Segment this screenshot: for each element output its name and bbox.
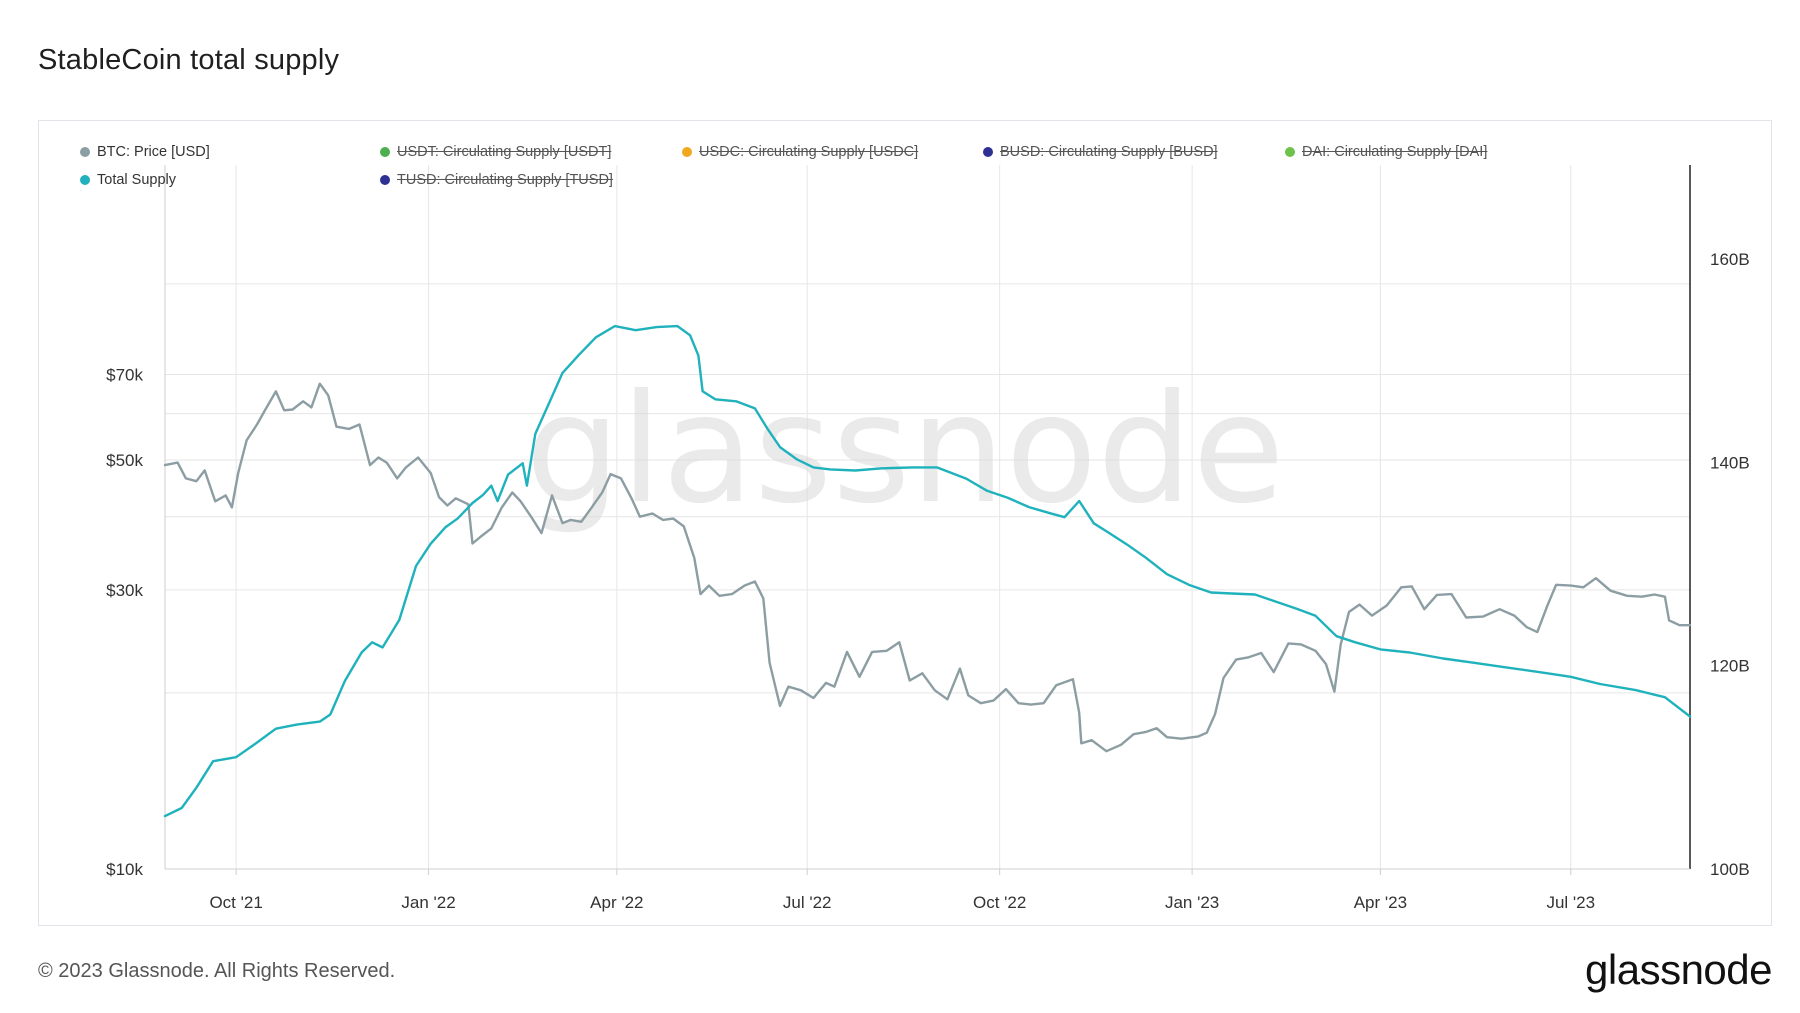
y-left-tick-label: $50k bbox=[106, 451, 143, 470]
x-tick-label: Jan '22 bbox=[401, 893, 455, 912]
legend-color-dot-icon bbox=[80, 175, 90, 185]
legend-label: TUSD: Circulating Supply [TUSD] bbox=[397, 172, 613, 188]
legend-label: BTC: Price [USD] bbox=[97, 144, 210, 160]
legend-label: USDT: Circulating Supply [USDT] bbox=[397, 144, 612, 160]
y-right-tick-label: 160B bbox=[1710, 250, 1750, 269]
legend-item[interactable]: DAI: Circulating Supply [DAI] bbox=[1285, 144, 1487, 160]
glassnode-logo: glassnode bbox=[1585, 946, 1772, 993]
legend-color-dot-icon bbox=[1285, 147, 1295, 157]
legend-item[interactable]: Total Supply bbox=[80, 172, 176, 188]
legend-item[interactable]: BUSD: Circulating Supply [BUSD] bbox=[983, 144, 1218, 160]
x-tick-label: Jul '22 bbox=[783, 893, 832, 912]
legend-item[interactable]: USDT: Circulating Supply [USDT] bbox=[380, 144, 611, 160]
legend-label: USDC: Circulating Supply [USDC] bbox=[699, 144, 919, 160]
series-line-total-supply bbox=[163, 324, 1692, 818]
copyright-text: © 2023 Glassnode. All Rights Reserved. bbox=[38, 960, 396, 982]
x-tick-label: Oct '22 bbox=[973, 893, 1026, 912]
series-group bbox=[163, 324, 1692, 818]
legend-color-dot-icon bbox=[80, 147, 90, 157]
legend-label: Total Supply bbox=[97, 172, 176, 188]
x-tick-label: Jul '23 bbox=[1546, 893, 1595, 912]
legend-color-dot-icon bbox=[380, 175, 390, 185]
y-left-tick-label: $30k bbox=[106, 581, 143, 600]
legend-item[interactable]: USDC: Circulating Supply [USDC] bbox=[682, 144, 918, 160]
legend-item[interactable]: BTC: Price [USD] bbox=[80, 144, 210, 160]
y-left-tick-label: $10k bbox=[106, 860, 143, 879]
legend: BTC: Price [USD] USDT: Circulating Supply… bbox=[80, 144, 1720, 204]
legend-color-dot-icon bbox=[380, 147, 390, 157]
legend-color-dot-icon bbox=[682, 147, 692, 157]
y-left-tick-label: $70k bbox=[106, 365, 143, 384]
x-tick-label: Apr '22 bbox=[590, 893, 643, 912]
legend-label: DAI: Circulating Supply [DAI] bbox=[1302, 144, 1488, 160]
page-title: StableCoin total supply bbox=[38, 44, 340, 76]
legend-label: BUSD: Circulating Supply [BUSD] bbox=[1000, 144, 1218, 160]
chart-watermark: glassnode bbox=[525, 363, 1284, 537]
x-tick-label: Apr '23 bbox=[1354, 893, 1407, 912]
axes: Oct '21 Jan '22 Apr '22 Jul '22 Oct '22 Jan '… bbox=[106, 165, 1750, 912]
y-right-tick-label: 140B bbox=[1710, 453, 1750, 472]
y-right-tick-label: 100B bbox=[1710, 860, 1750, 879]
x-tick-label: Jan '23 bbox=[1165, 893, 1219, 912]
chart-frame bbox=[38, 120, 1772, 926]
legend-item[interactable]: TUSD: Circulating Supply [TUSD] bbox=[380, 172, 613, 188]
y-right-tick-label: 120B bbox=[1710, 657, 1750, 676]
series-line-btc-price-usd bbox=[163, 382, 1692, 753]
legend-color-dot-icon bbox=[983, 147, 993, 157]
x-tick-label: Oct '21 bbox=[209, 893, 262, 912]
